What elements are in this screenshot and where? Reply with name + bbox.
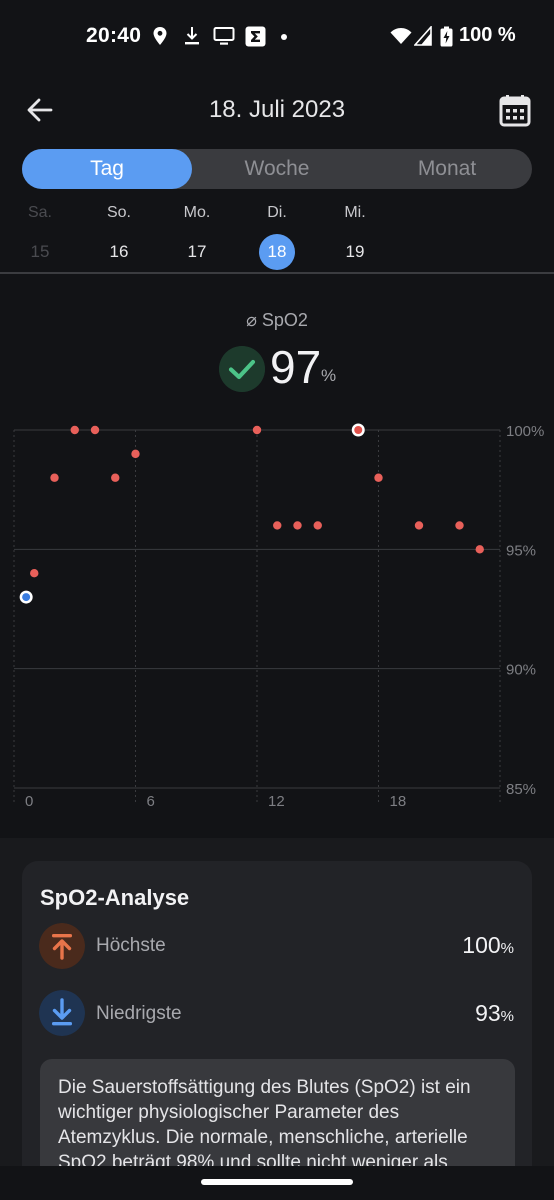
highest-number: 100 — [462, 932, 501, 958]
day-item-19[interactable]: Mi. 19 — [330, 204, 380, 270]
data-point — [252, 425, 262, 435]
day-date: 18 — [259, 234, 295, 270]
y-tick-label: 90% — [506, 662, 536, 679]
spo2-scatter-chart: 100% 95% 90% 85% 0 6 12 18 — [13, 423, 544, 810]
y-tick-label: 85% — [506, 781, 536, 798]
day-item-18[interactable]: Di. 18 — [252, 204, 302, 270]
battery-percentage: 100 % — [459, 24, 516, 46]
min-point — [22, 593, 31, 602]
average-spo2-value: 97 — [270, 341, 322, 393]
day-date: 17 — [187, 242, 207, 261]
calendar-button[interactable] — [498, 93, 532, 127]
day-name: Di. — [267, 204, 287, 221]
analysis-title: SpO2-Analyse — [40, 885, 190, 910]
data-point — [50, 473, 59, 482]
data-point — [273, 521, 282, 530]
day-date: 19 — [345, 242, 365, 261]
y-tick-label: 100% — [506, 423, 544, 440]
day-item-16[interactable]: So. 16 — [94, 204, 144, 270]
home-indicator[interactable] — [201, 1179, 353, 1185]
day-name: Mo. — [183, 204, 211, 221]
lowest-number: 93 — [475, 1000, 501, 1026]
data-point — [374, 473, 383, 482]
data-point — [414, 521, 424, 530]
data-point — [475, 545, 484, 554]
highest-unit: % — [500, 940, 514, 957]
location-icon — [153, 27, 167, 45]
data-point — [70, 425, 79, 435]
data-point — [455, 521, 464, 530]
status-time: 20:40 — [86, 24, 142, 47]
data-point — [30, 569, 39, 578]
data-point — [293, 521, 302, 530]
lowest-value: 93% — [475, 1000, 514, 1027]
max-point — [354, 426, 363, 434]
data-point — [313, 521, 322, 530]
data-point — [131, 449, 140, 459]
tab-month[interactable]: Monat — [417, 157, 477, 180]
data-point — [111, 473, 120, 482]
day-name: Sa. — [27, 204, 52, 221]
lowest-label: Niedrigste — [96, 1003, 182, 1024]
wifi-icon — [390, 28, 412, 44]
download-icon — [185, 27, 199, 45]
data-point — [90, 425, 100, 435]
cast-screen-icon — [213, 27, 235, 45]
battery-charging-icon — [440, 26, 453, 47]
lowest-unit: % — [500, 1008, 514, 1025]
highest-value: 100% — [462, 932, 514, 959]
day-date: 15 — [30, 242, 50, 261]
cell-signal-icon — [414, 26, 432, 46]
x-tick-label: 0 — [25, 793, 33, 810]
period-tabs: Tag Woche Monat — [22, 149, 532, 189]
status-bar: 20:40 100 % — [0, 0, 554, 72]
x-tick-label: 18 — [390, 793, 407, 810]
day-item-15[interactable]: Sa. 15 — [15, 204, 65, 270]
info-text: Die Sauerstoffsättigung des Blutes (SpO2… — [58, 1077, 471, 1173]
notification-dot-icon — [281, 34, 287, 40]
arrow-up-to-line-icon — [39, 923, 85, 969]
day-name: So. — [106, 204, 131, 221]
check-icon — [219, 346, 265, 392]
tab-day[interactable]: Tag — [22, 149, 192, 189]
day-name: Mi. — [344, 204, 366, 221]
day-item-17[interactable]: Mo. 17 — [172, 204, 222, 270]
x-tick-label: 6 — [147, 793, 155, 810]
average-spo2-label: ⌀ SpO2 — [246, 310, 308, 330]
tab-week[interactable]: Woche — [244, 157, 310, 180]
divider — [0, 272, 554, 274]
x-tick-label: 12 — [268, 793, 285, 810]
y-tick-label: 95% — [506, 542, 536, 559]
page-title: 18. Juli 2023 — [208, 96, 346, 123]
back-button[interactable] — [22, 92, 58, 128]
highest-label: Höchste — [96, 935, 166, 956]
day-date: 16 — [109, 242, 129, 261]
app-sigma-icon — [245, 26, 266, 47]
spo2-chart: 100% 95% 90% 85% 0 6 12 18 — [0, 410, 554, 830]
average-spo2-unit: % — [321, 366, 337, 385]
arrow-down-to-line-icon — [39, 990, 85, 1036]
